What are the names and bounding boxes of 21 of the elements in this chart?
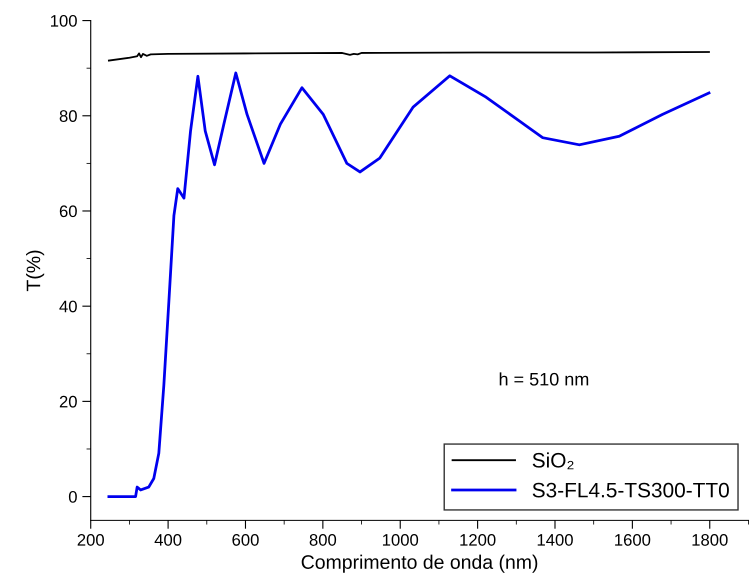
y-tick-label: 0 [68, 490, 77, 503]
x-tick-label: 200 [78, 534, 104, 546]
y-axis-title: T(%) [26, 250, 44, 292]
annotation: h = 510 nm [500, 372, 588, 386]
x-tick-label: 600 [232, 534, 259, 546]
legend-label: S3-FL4.5-TS300-TT0 [532, 482, 729, 498]
line-series [108, 51, 710, 62]
legend-label: SiO₂ [532, 452, 574, 470]
y-tick-label: 60 [60, 205, 77, 218]
x-tick-label: 1600 [615, 534, 650, 546]
y-tick-label: 80 [60, 110, 77, 122]
x-tick-label: 1200 [460, 534, 496, 546]
x-tick-label: 1000 [382, 534, 418, 546]
x-tick-label: 400 [154, 534, 182, 546]
x-axis-title: Comprimento de onda (nm) [302, 554, 538, 573]
y-tick-label: 40 [59, 300, 77, 312]
x-tick-label: 1800 [692, 534, 728, 546]
y-tick-label: 100 [50, 14, 77, 27]
x-tick-label: 800 [310, 534, 336, 546]
y-tick-label: 20 [60, 396, 77, 408]
x-tick-label: 1400 [538, 534, 573, 546]
